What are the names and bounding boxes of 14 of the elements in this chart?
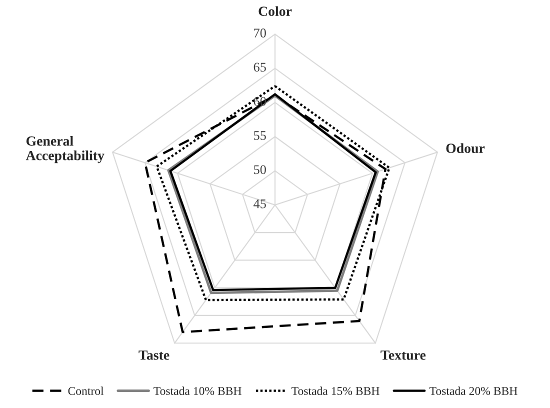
y-tick-label: 50 bbox=[254, 165, 266, 174]
y-tick-label: 45 bbox=[254, 199, 266, 208]
legend-label: Control bbox=[68, 386, 104, 395]
legend-label: Tostada 15% BBH bbox=[292, 386, 380, 396]
legend-label: Tostada 10% BBH bbox=[154, 386, 242, 396]
legend-label: Tostada 20% BBH bbox=[430, 386, 518, 396]
spoke-label: Taste bbox=[138, 350, 170, 360]
y-tick-label: 55 bbox=[254, 131, 266, 140]
spoke-label: General Acceptability bbox=[26, 136, 104, 164]
y-tick-label: 70 bbox=[254, 28, 266, 38]
spoke-label: Odour bbox=[446, 143, 485, 154]
y-tick-label: 65 bbox=[254, 62, 266, 72]
spoke-label: Texture bbox=[380, 350, 426, 360]
spoke-label: Color bbox=[258, 6, 292, 16]
